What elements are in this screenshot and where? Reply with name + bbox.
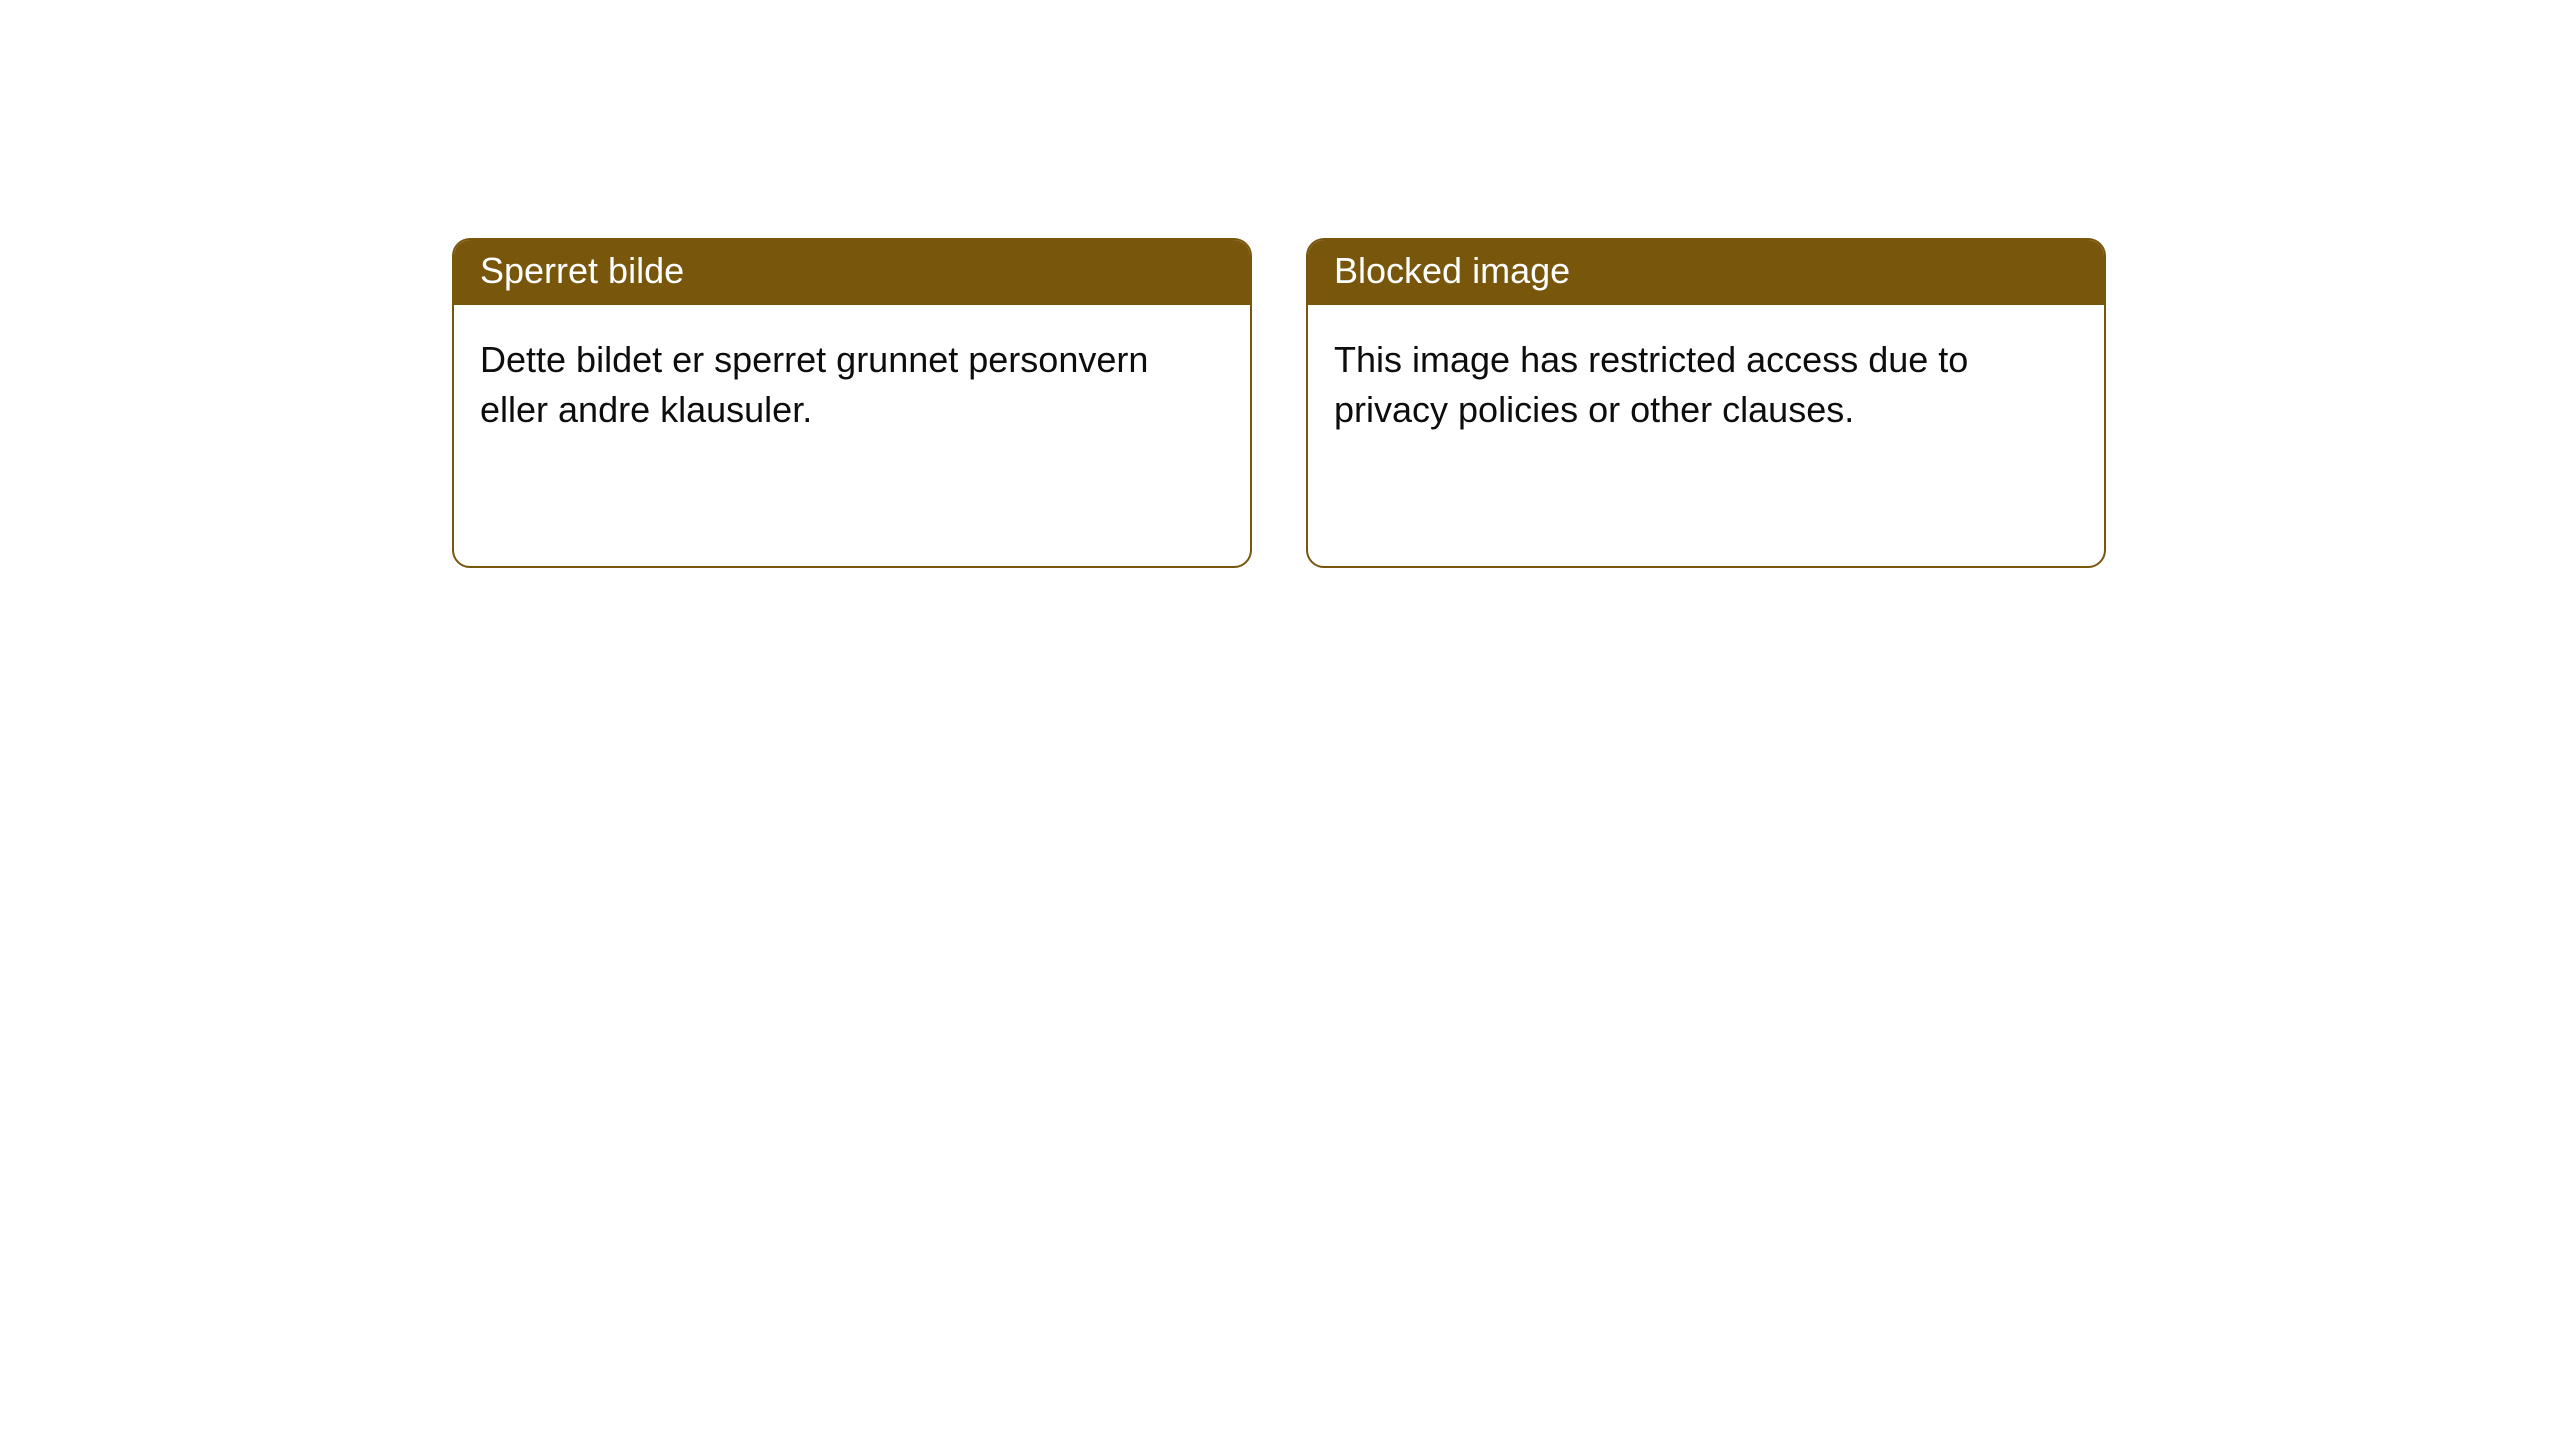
notice-body: Dette bildet er sperret grunnet personve…: [454, 305, 1250, 466]
notice-card-english: Blocked image This image has restricted …: [1306, 238, 2106, 568]
notice-card-norwegian: Sperret bilde Dette bildet er sperret gr…: [452, 238, 1252, 568]
notice-header: Sperret bilde: [454, 240, 1250, 305]
notice-container: Sperret bilde Dette bildet er sperret gr…: [0, 0, 2560, 568]
notice-header: Blocked image: [1308, 240, 2104, 305]
notice-body: This image has restricted access due to …: [1308, 305, 2104, 466]
